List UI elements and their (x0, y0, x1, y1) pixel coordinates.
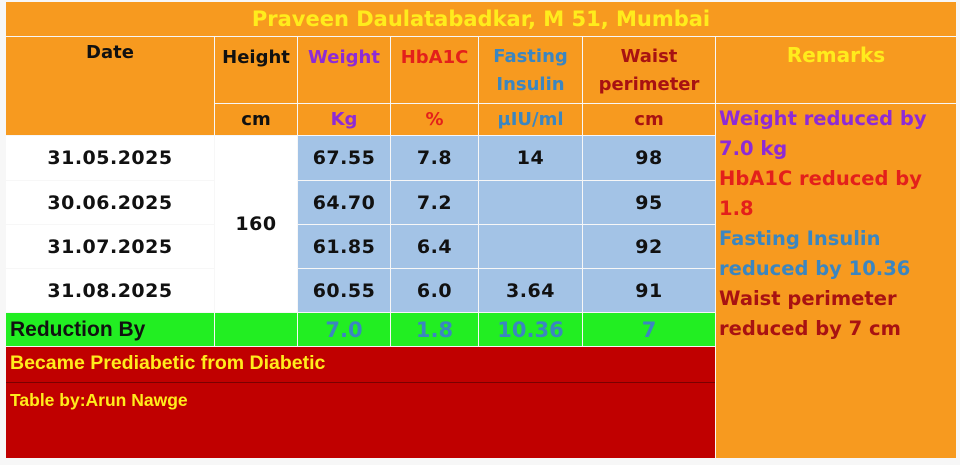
col-header-waist: Waist perimeter (583, 37, 715, 103)
table-title: Praveen Daulatabadkar, M 51, Mumbai (6, 2, 956, 36)
reduction-hba1c: 1.8 (391, 313, 478, 346)
col-header-hba1c: HbA1C (391, 37, 478, 103)
remark-waist: Waist perimeter reduced by 7 cm (719, 287, 901, 340)
remark-hba1c: HbA1C reduced by 1.8 (719, 167, 922, 220)
unit-fasting-insulin: µIU/ml (479, 104, 582, 135)
col-header-fasting-insulin: Fasting Insulin (479, 37, 582, 103)
row3-date: 31.07.2025 (6, 225, 214, 268)
row2-hba1c: 7.2 (391, 181, 478, 224)
fasting-insulin-line2: Insulin (496, 74, 565, 95)
row1-weight: 67.55 (298, 136, 390, 180)
reduction-label: Reduction By (6, 313, 214, 346)
reduction-waist: 7 (583, 313, 715, 346)
row3-weight: 61.85 (298, 225, 390, 268)
row4-fasting-insulin: 3.64 (479, 269, 582, 312)
row2-weight: 64.70 (298, 181, 390, 224)
row4-date: 31.08.2025 (6, 269, 214, 312)
remarks-header: Remarks (716, 37, 956, 103)
row4-waist: 91 (583, 269, 715, 312)
remarks-text: Weight reduced by 7.0 kg HbA1C reduced b… (719, 104, 955, 344)
row3-waist: 92 (583, 225, 715, 268)
col-header-weight: Weight (298, 37, 390, 103)
reduction-fasting-insulin: 10.36 (479, 313, 582, 346)
row1-hba1c: 7.8 (391, 136, 478, 180)
row4-weight: 60.55 (298, 269, 390, 312)
col-header-height: Height (215, 37, 297, 103)
fasting-insulin-line1: Fasting (493, 46, 568, 67)
row2-date: 30.06.2025 (6, 181, 214, 224)
unit-height: cm (215, 104, 297, 135)
waist-line1: Waist (620, 46, 678, 67)
unit-hba1c: % (391, 104, 478, 135)
unit-waist: cm (583, 104, 715, 135)
footer-panel (6, 347, 715, 458)
row3-hba1c: 6.4 (391, 225, 478, 268)
row1-waist: 98 (583, 136, 715, 180)
reduction-height (215, 313, 297, 346)
footer-divider (6, 382, 715, 383)
remark-weight: Weight reduced by 7.0 kg (719, 107, 927, 160)
col-header-date: Date (6, 37, 214, 135)
waist-line2: perimeter (598, 74, 700, 95)
row2-fasting-insulin (479, 181, 582, 224)
row3-fasting-insulin (479, 225, 582, 268)
row1-fasting-insulin: 14 (479, 136, 582, 180)
height-value: 160 (215, 136, 297, 312)
remarks-panel (716, 104, 956, 458)
unit-weight: Kg (298, 104, 390, 135)
row4-hba1c: 6.0 (391, 269, 478, 312)
row2-waist: 95 (583, 181, 715, 224)
reduction-weight: 7.0 (298, 313, 390, 346)
footer-note: Became Prediabetic from Diabetic (10, 352, 326, 374)
footer-credit: Table by:Arun Nawge (10, 390, 188, 410)
row1-date: 31.05.2025 (6, 136, 214, 180)
remark-fasting-insulin: Fasting Insulin reduced by 10.36 (719, 227, 911, 280)
